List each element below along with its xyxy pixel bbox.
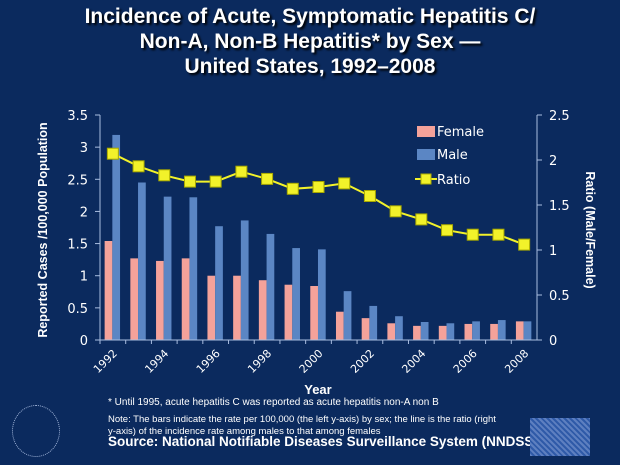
y-tick-label: 3	[80, 141, 88, 156]
ratio-marker-2003	[389, 205, 402, 218]
title-line-2: Non-A, Non-B Hepatitis* by Sex —	[139, 30, 481, 53]
bar-female-2006	[464, 323, 473, 340]
y-tick-label: 2.5	[67, 173, 88, 188]
x-tick-label: 1998	[245, 347, 274, 376]
x-tick-label: 2004	[399, 347, 428, 376]
ratio-marker-2001	[338, 177, 351, 190]
ratio-line	[112, 152, 525, 246]
ratio-marker-2007	[492, 228, 505, 241]
ratio-marker-1992	[106, 147, 119, 160]
ratio-marker-2006	[466, 228, 479, 241]
bar-female-2005	[438, 325, 447, 340]
hhs-eagle-logo	[12, 405, 60, 457]
bar-female-1999	[284, 284, 293, 340]
legend-label-male: Male	[437, 148, 468, 163]
ratio-marker-1995	[183, 175, 196, 188]
bar-male-1998	[266, 233, 275, 340]
bar-male-1997	[240, 220, 249, 340]
bar-female-2008	[515, 321, 524, 340]
ratio-marker-1996	[209, 175, 222, 188]
bar-male-1993	[138, 182, 146, 340]
y-tick-label: 1	[80, 270, 88, 285]
source: Source: National Notifiable Diseases Sur…	[108, 434, 538, 449]
ratio-marker-1993	[132, 160, 145, 173]
bar-female-1993	[130, 258, 139, 340]
bar-male-2001	[343, 291, 352, 340]
ratio-marker-2005	[441, 224, 454, 237]
bar-male-2000	[317, 249, 326, 340]
title-line-1: Incidence of Acute, Symptomatic Hepatiti…	[84, 5, 536, 28]
bar-female-2000	[310, 286, 318, 340]
y2-tick-label: 1.5	[549, 199, 570, 214]
y-tick-label: 0.5	[67, 302, 88, 317]
x-tick-label: 1992	[91, 347, 120, 376]
x-tick-label: 1996	[194, 347, 223, 376]
y2-axis-label: Ratio (Male/Female)	[583, 171, 597, 288]
bar-male-2008	[523, 321, 532, 340]
bar-female-1992	[104, 241, 113, 340]
bar-male-1995	[189, 197, 198, 340]
y2-tick-label: 1	[549, 244, 557, 259]
legend-swatch-female	[417, 126, 435, 137]
legend: Female Male Ratio	[415, 125, 484, 188]
bar-female-1996	[207, 275, 216, 340]
y2-tick-label: 2	[549, 154, 557, 169]
ratio-marker-1998	[261, 172, 274, 185]
x-tick-label: 2002	[348, 347, 377, 376]
bar-female-1995	[181, 258, 190, 340]
bar-male-2004	[420, 322, 429, 340]
footnote: * Until 1995, acute hepatitis C was repo…	[108, 397, 439, 408]
bar-male-2007	[497, 320, 506, 340]
legend-label-ratio: Ratio	[437, 173, 470, 188]
y2-tick-label: 2.5	[549, 109, 570, 124]
bar-male-1994	[163, 196, 172, 340]
x-tick-label: 2000	[297, 347, 326, 376]
ratio-marker-1997	[235, 165, 248, 178]
bar-female-1997	[233, 275, 241, 340]
ratio-marker-2008	[518, 238, 531, 251]
y2-tick-label: 0	[549, 334, 557, 349]
note-line-2: y-axis) of the incidence rate among male…	[108, 426, 381, 437]
legend-swatch-ratio-marker	[420, 173, 432, 185]
bar-female-2001	[335, 311, 344, 340]
x-tick-label: 2006	[451, 347, 480, 376]
y-tick-label: 0	[80, 334, 88, 349]
bar-male-2005	[446, 323, 455, 340]
y-tick-label: 2	[80, 205, 88, 220]
bar-female-1998	[258, 280, 267, 340]
bar-male-1999	[292, 248, 300, 340]
x-axis-label: Year	[304, 382, 331, 397]
x-tick-label: 2008	[502, 347, 531, 376]
chart-title: Incidence of Acute, Symptomatic Hepatiti…	[0, 4, 620, 79]
title-line-3: United States, 1992–2008	[184, 55, 436, 78]
ratio-marker-1994	[158, 169, 171, 182]
bar-female-2002	[361, 318, 370, 340]
bar-male-2003	[395, 316, 403, 340]
y2-tick-label: 0.5	[549, 289, 570, 304]
legend-swatch-male	[417, 149, 435, 160]
ratio-marker-1999	[286, 182, 299, 195]
y-axis-label: Reported Cases /100,000 Population	[36, 122, 50, 337]
bar-male-1996	[215, 226, 223, 340]
cdc-logo	[530, 418, 590, 456]
x-tick-label: 1994	[142, 347, 171, 376]
bar-female-2003	[387, 323, 396, 340]
bar-female-2004	[413, 325, 421, 340]
bar-female-1994	[156, 260, 164, 340]
ratio-marker-2000	[312, 181, 325, 193]
bar-female-2007	[490, 323, 498, 340]
y-tick-label: 3.5	[67, 109, 88, 124]
bar-male-2002	[369, 305, 378, 340]
y-tick-label: 1.5	[67, 238, 88, 253]
ratio-marker-2002	[363, 190, 376, 202]
bar-male-1992	[112, 134, 121, 340]
legend-label-female: Female	[437, 125, 484, 140]
ratio-marker-2004	[415, 213, 428, 226]
bar-male-2006	[472, 321, 480, 340]
note-line-1: Note: The bars indicate the rate per 100…	[108, 414, 496, 425]
